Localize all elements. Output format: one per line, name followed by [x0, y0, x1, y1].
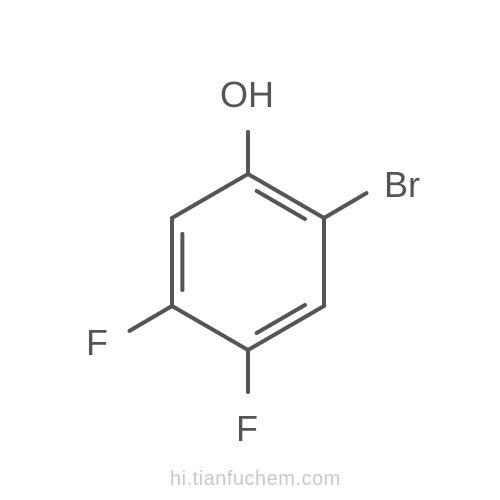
- label-f-bottom: F: [236, 408, 258, 450]
- label-oh: OH: [220, 74, 274, 116]
- substituent-bonds: [130, 132, 367, 392]
- label-br: Br: [384, 164, 420, 206]
- benzene-ring: [172, 174, 324, 350]
- label-f-left: F: [86, 322, 108, 364]
- watermark-text: hi.tianfuchem.com: [170, 468, 341, 491]
